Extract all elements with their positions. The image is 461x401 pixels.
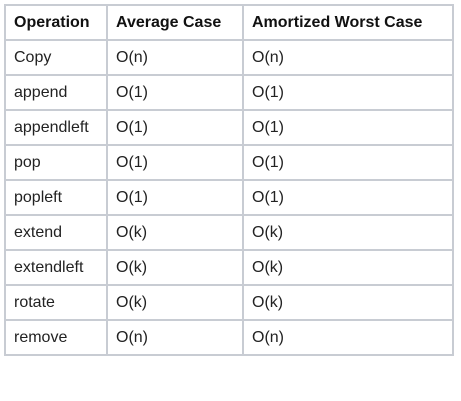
average-case-cell: O(n) bbox=[106, 39, 244, 76]
table-row: Copy O(n) O(n) bbox=[4, 39, 454, 76]
worst-case-cell: O(k) bbox=[242, 214, 454, 251]
average-case-cell: O(k) bbox=[106, 284, 244, 321]
average-case-cell: O(1) bbox=[106, 144, 244, 181]
worst-case-cell: O(k) bbox=[242, 249, 454, 286]
worst-case-cell: O(1) bbox=[242, 144, 454, 181]
operation-cell: append bbox=[4, 74, 108, 111]
header-row: Operation Average Case Amortized Worst C… bbox=[4, 4, 454, 41]
operation-cell: Copy bbox=[4, 39, 108, 76]
table-row: extend O(k) O(k) bbox=[4, 214, 454, 251]
average-case-cell: O(1) bbox=[106, 74, 244, 111]
complexity-table: Operation Average Case Amortized Worst C… bbox=[4, 4, 454, 356]
header-amortized-worst-case: Amortized Worst Case bbox=[242, 4, 454, 41]
table-row: extendleft O(k) O(k) bbox=[4, 249, 454, 286]
operation-cell: extendleft bbox=[4, 249, 108, 286]
table-container: Operation Average Case Amortized Worst C… bbox=[4, 4, 461, 356]
worst-case-cell: O(1) bbox=[242, 179, 454, 216]
table-row: remove O(n) O(n) bbox=[4, 319, 454, 356]
operation-cell: appendleft bbox=[4, 109, 108, 146]
table-row: rotate O(k) O(k) bbox=[4, 284, 454, 321]
worst-case-cell: O(n) bbox=[242, 319, 454, 356]
worst-case-cell: O(1) bbox=[242, 109, 454, 146]
table-body: Copy O(n) O(n) append O(1) O(1) appendle… bbox=[4, 39, 454, 356]
worst-case-cell: O(k) bbox=[242, 284, 454, 321]
average-case-cell: O(1) bbox=[106, 109, 244, 146]
table-row: popleft O(1) O(1) bbox=[4, 179, 454, 216]
header-average-case: Average Case bbox=[106, 4, 244, 41]
average-case-cell: O(k) bbox=[106, 249, 244, 286]
average-case-cell: O(k) bbox=[106, 214, 244, 251]
table-row: appendleft O(1) O(1) bbox=[4, 109, 454, 146]
operation-cell: popleft bbox=[4, 179, 108, 216]
operation-cell: extend bbox=[4, 214, 108, 251]
operation-cell: rotate bbox=[4, 284, 108, 321]
table-row: pop O(1) O(1) bbox=[4, 144, 454, 181]
table-header: Operation Average Case Amortized Worst C… bbox=[4, 4, 454, 41]
worst-case-cell: O(1) bbox=[242, 74, 454, 111]
table-row: append O(1) O(1) bbox=[4, 74, 454, 111]
header-operation: Operation bbox=[4, 4, 108, 41]
operation-cell: remove bbox=[4, 319, 108, 356]
average-case-cell: O(n) bbox=[106, 319, 244, 356]
worst-case-cell: O(n) bbox=[242, 39, 454, 76]
average-case-cell: O(1) bbox=[106, 179, 244, 216]
operation-cell: pop bbox=[4, 144, 108, 181]
